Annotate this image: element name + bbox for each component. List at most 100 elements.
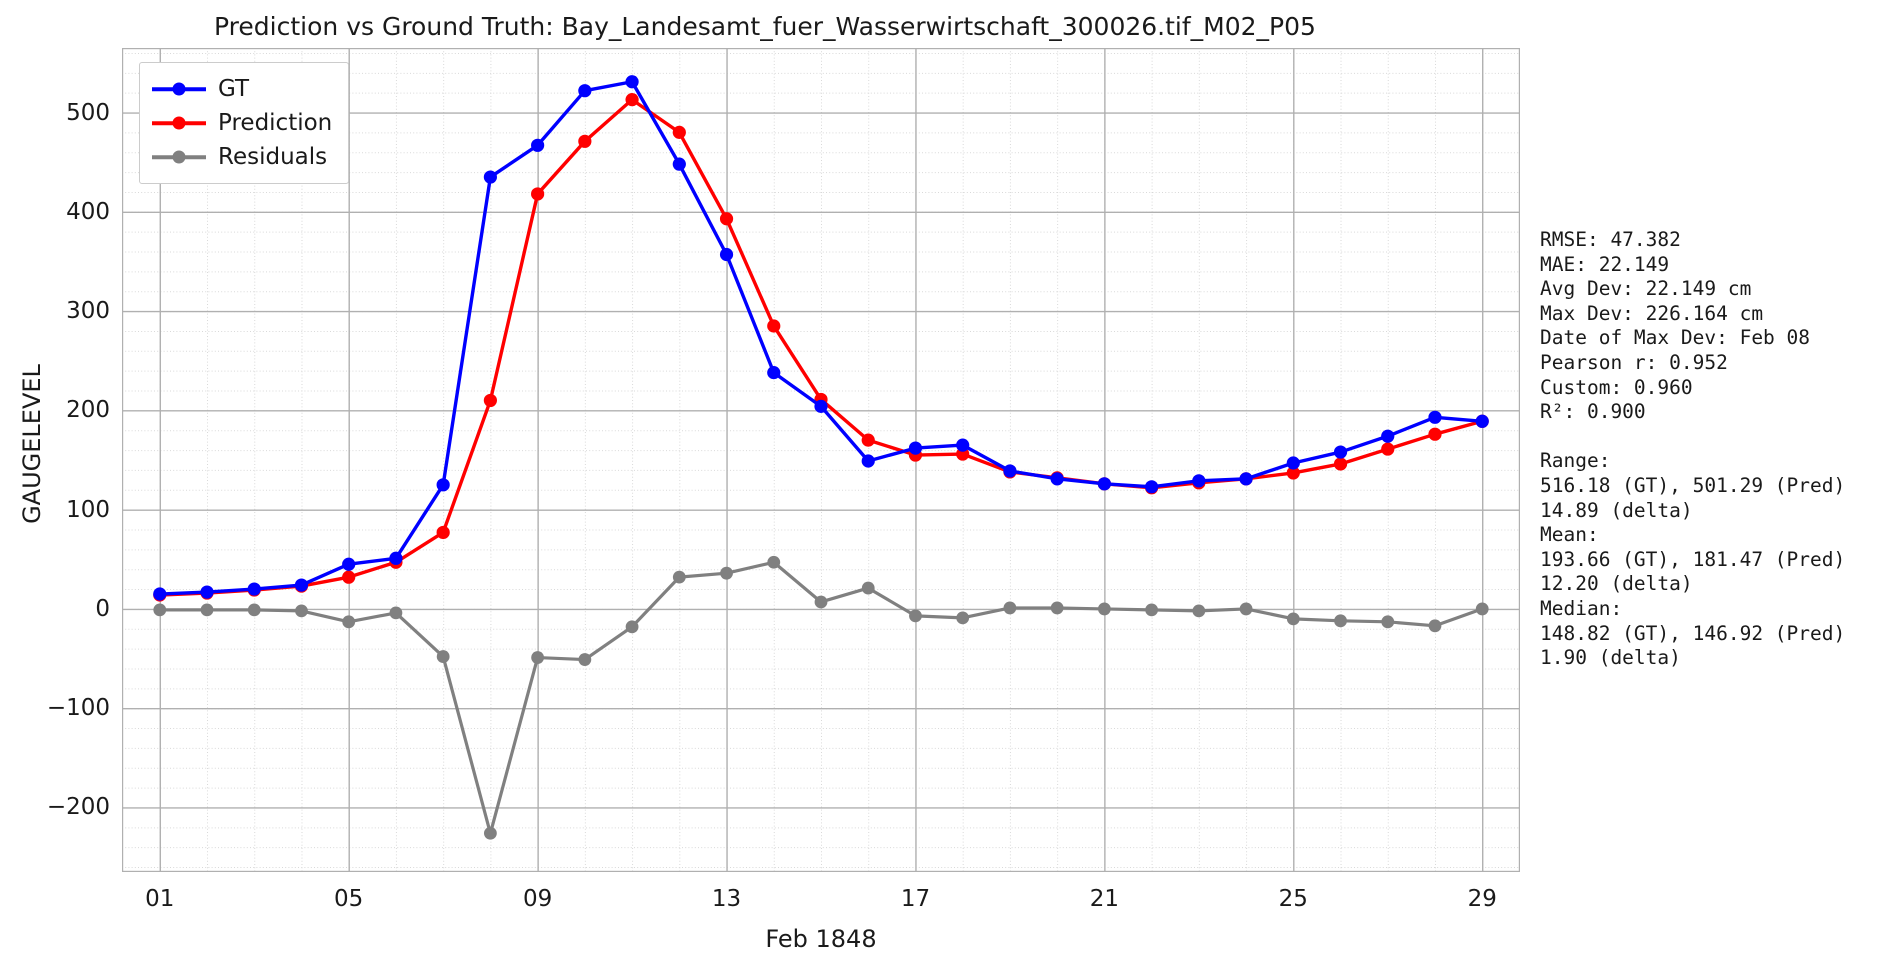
stat-line: Median: [1540,596,1623,620]
x-tick-label: 17 [900,886,931,912]
data-point [861,581,875,595]
data-point [153,587,167,601]
grid-major [122,48,1520,872]
data-point [1003,464,1017,478]
plot-border [122,48,1520,872]
y-tick-label: 500 [66,99,110,126]
chart-legend: GT Prediction Residuals [139,62,350,184]
data-point [1428,619,1442,633]
x-axis-label: Feb 1848 [765,925,877,953]
data-point [1239,472,1253,486]
data-point [1475,414,1489,428]
x-tick-label: 29 [1467,886,1497,912]
x-tick-label: 09 [522,886,553,912]
chart-title: Prediction vs Ground Truth: Bay_Landesam… [214,12,1316,41]
data-point [153,603,167,617]
data-point [861,433,875,447]
data-point [1286,612,1300,626]
legend-item-gt[interactable]: GT [152,72,332,106]
x-tick-label: 13 [711,886,742,912]
data-point [908,441,923,455]
data-point [1381,615,1395,629]
data-point [1334,614,1347,628]
stat-line: 516.18 (GT), 501.29 (Pred) [1540,473,1846,497]
data-point [436,650,450,663]
series-line [158,80,1484,596]
data-point [719,212,734,226]
data-point [1428,427,1442,441]
data-point [578,134,592,148]
data-point [1333,445,1348,459]
x-axis-ticks: 01 05 09 13 17 21 25 29 [122,886,1520,918]
stat-line: RMSE: 47.382 [1540,228,1681,251]
data-point [531,187,545,201]
data-point [531,138,545,152]
plot-svg [122,48,1520,872]
data-point [1286,466,1300,480]
data-point [720,566,733,580]
statistics-panel: RMSE: 47.382 MAE: 22.149 Avg Dev: 22.149 c… [1540,228,1845,671]
data-point [861,454,875,468]
data-point [342,615,356,629]
legend-item-residuals[interactable]: Residuals [152,140,332,174]
data-point [1050,472,1064,486]
stat-line: 1.90 (delta) [1540,646,1681,670]
data-point [814,399,828,413]
data-point [1145,480,1159,494]
y-tick-label: −100 [46,695,110,722]
stat-line: Range: [1540,449,1611,473]
data-point [247,603,261,617]
data-point [1003,601,1017,615]
x-tick-label: 01 [145,886,175,912]
data-point [1192,604,1206,618]
data-point [672,157,686,171]
stat-line: Avg Dev: 22.149 cm [1540,277,1752,301]
stat-line: Pearson r: 0.952 [1540,350,1728,374]
data-point [389,551,403,565]
stat-line: 193.66 (GT), 181.47 (Pred) [1540,547,1846,571]
data-point [625,75,639,89]
data-point [625,620,639,634]
series-gt [153,75,1489,601]
data-point [672,125,686,139]
data-point [342,570,356,584]
data-point [200,603,214,617]
data-point [767,366,781,380]
y-tick-label: 200 [66,397,110,424]
legend-label: Residuals [218,144,328,170]
legend-label: GT [218,76,250,102]
data-point [1239,602,1253,616]
data-point [1286,456,1300,470]
legend-marker-icon [152,80,206,98]
y-tick-label: 0 [95,595,110,622]
data-point [1381,429,1395,443]
data-point [1097,602,1111,616]
data-point [200,585,214,599]
stat-line: 12.20 (delta) [1540,572,1693,596]
stat-line: Date of Max Dev: Feb 08 [1540,326,1811,350]
data-point [625,93,639,107]
data-point [909,609,922,623]
data-point [483,170,497,184]
y-axis-ticks: 500 400 300 200 100 0 −100 −200 [0,48,110,872]
data-point [1145,603,1159,617]
data-point [719,247,734,262]
plot-area [122,48,1520,872]
stat-line: Mean: [1540,523,1599,547]
stat-line: Max Dev: 226.164 cm [1540,301,1764,325]
data-point [672,570,686,584]
data-point [1475,602,1489,616]
data-point [767,555,781,569]
stat-line: 14.89 (delta) [1540,498,1693,522]
legend-marker-icon [152,114,206,132]
data-point [814,595,828,609]
data-point [294,578,309,592]
stat-line [1540,425,1845,450]
legend-marker-icon [152,148,206,166]
data-point [436,478,450,492]
stat-line: Custom: 0.960 [1540,375,1693,399]
series-prediction [153,93,1489,602]
data-point [531,651,545,664]
legend-item-prediction[interactable]: Prediction [152,106,332,140]
